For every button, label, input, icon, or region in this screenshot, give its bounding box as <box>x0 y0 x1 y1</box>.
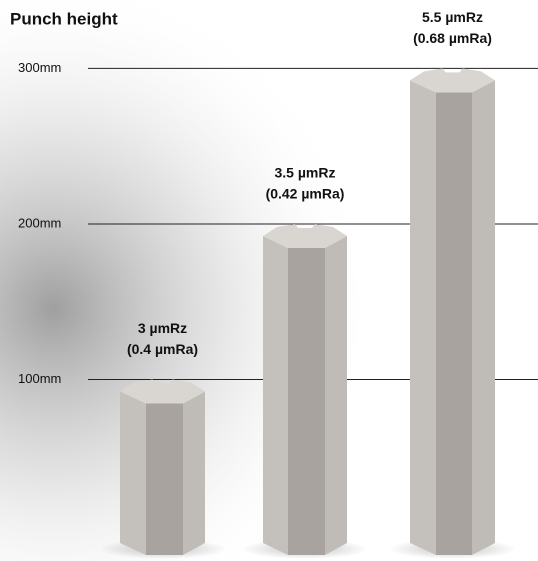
bar-face-left <box>263 236 288 555</box>
y-tick-label: 300mm <box>18 60 61 75</box>
page: Punch height 100mm 200mm 300mm 3 µmRz (0.4 µ… <box>0 0 538 561</box>
data-label-note: (0.4 µmRa) <box>127 341 198 357</box>
data-label: 5.5 µmRz <box>422 9 483 25</box>
bar-face-right <box>325 236 347 555</box>
data-label: 3.5 µmRz <box>275 165 336 181</box>
bar <box>410 68 495 555</box>
chart-title: Punch height <box>10 9 118 28</box>
bar <box>263 224 347 555</box>
bar-face-front <box>436 92 472 555</box>
chart: Punch height 100mm 200mm 300mm 3 µmRz (0.4 µ… <box>0 0 538 561</box>
bar-face-right <box>472 80 495 555</box>
bar-face-front <box>146 403 183 555</box>
y-tick-label: 100mm <box>18 371 61 386</box>
bar <box>120 379 205 555</box>
data-label-note: (0.68 µmRa) <box>413 30 492 46</box>
y-tick-label: 200mm <box>18 215 61 230</box>
bar-face-left <box>410 80 436 555</box>
data-label-note: (0.42 µmRa) <box>266 186 345 202</box>
bar-face-right <box>183 391 205 555</box>
bar-face-front <box>288 248 325 555</box>
data-label: 3 µmRz <box>138 320 187 336</box>
bar-face-left <box>120 391 146 555</box>
